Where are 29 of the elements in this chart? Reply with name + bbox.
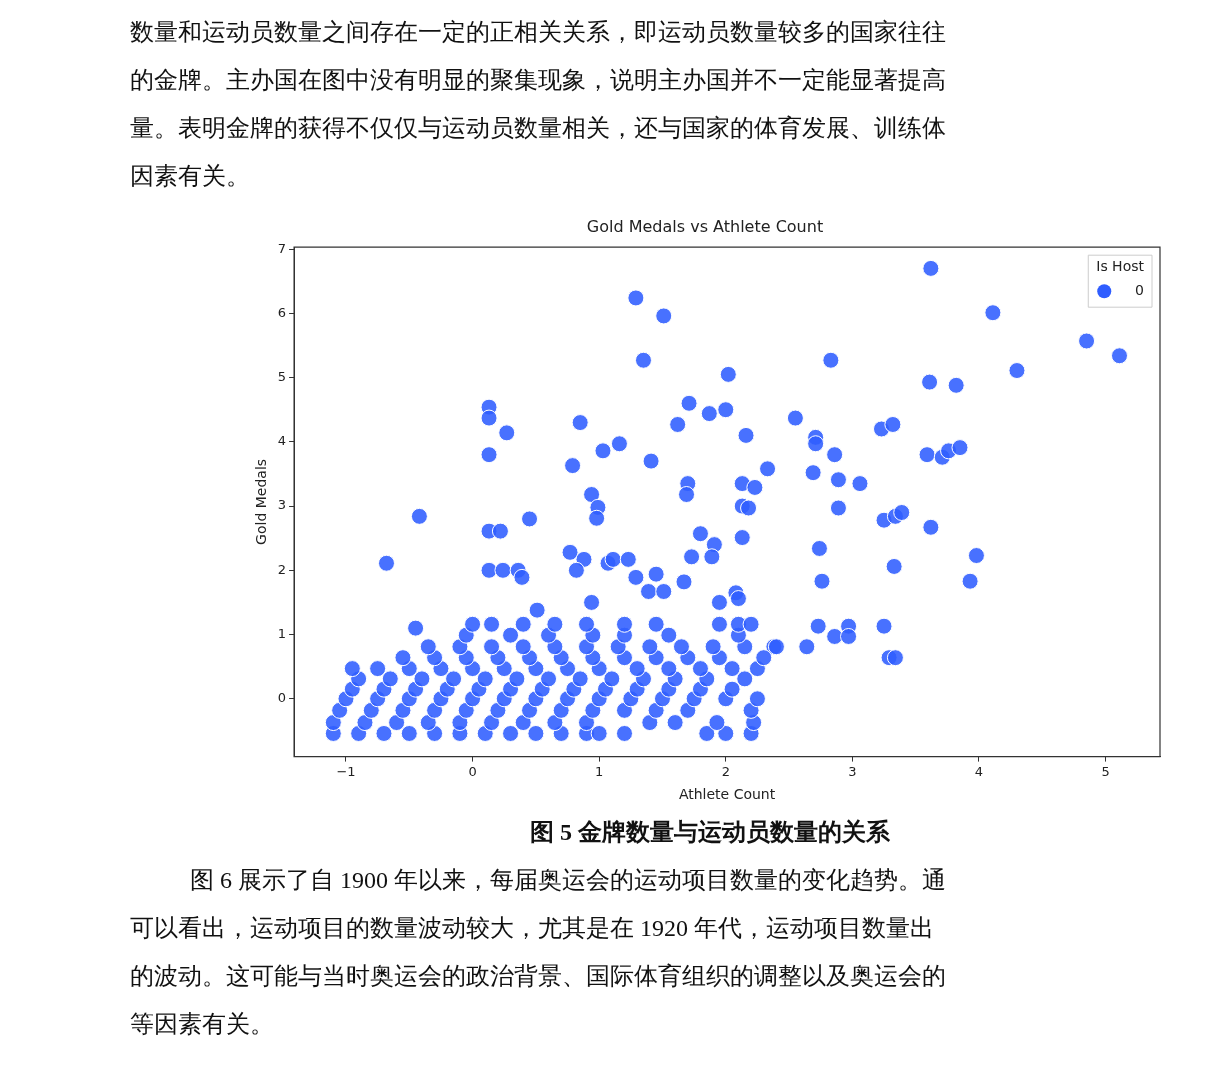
text: 可以看出，运动项目的数量波动较大，尤其是在 1920 年代，运动项目数量出 (130, 914, 935, 943)
legend-label: 0 (1135, 281, 1144, 298)
legend-title: Is Host (1096, 257, 1145, 274)
x-tick-label: 0 (468, 763, 477, 779)
y-tick-label: 5 (277, 368, 287, 384)
text: 数量和运动员数量之间存在一定的正相关关系，即运动员数量较多的国家往往 (130, 18, 947, 47)
x-tick-label: −1 (336, 763, 356, 779)
text: 的金牌。主办国在图中没有明显的聚集现象，说明主办国并不一定能显著提高 (130, 66, 947, 95)
caption: 图 5 金牌数量与运动员数量的关系 (529, 818, 891, 847)
x-tick-label: 2 (721, 763, 730, 779)
x-axis-title: Athlete Count (678, 786, 776, 803)
text: 量。表明金牌的获得不仅仅与运动员数量相关，还与国家的体育发展、训练体 (130, 114, 947, 143)
x-tick-label: 4 (974, 763, 984, 779)
y-tick-label: 2 (277, 561, 287, 577)
y-tick-label: 1 (277, 625, 287, 641)
y-tick-label: 6 (277, 304, 287, 320)
y-tick-label: 3 (277, 497, 287, 513)
chart-title: Gold Medals vs Athlete Count (586, 216, 824, 236)
text: 等因素有关。 (130, 1010, 275, 1039)
y-tick-label: 4 (277, 433, 287, 449)
x-tick-label: 1 (595, 763, 604, 779)
caption: 图 6 展示了自 1900 年以来，每届奥运会的运动项目数量的变化趋势。通 (189, 866, 947, 895)
x-tick-label: 5 (1101, 763, 1110, 779)
y-tick-label: 7 (277, 240, 287, 256)
y-axis-title: Gold Medals (253, 458, 270, 545)
y-tick-label: 0 (277, 690, 287, 706)
x-tick-label: 3 (848, 763, 857, 779)
text: 的波动。这可能与当时奥运会的政治背景、国际体育组织的调整以及奥运会的 (130, 962, 947, 991)
text: 因素有关。 (130, 162, 251, 191)
